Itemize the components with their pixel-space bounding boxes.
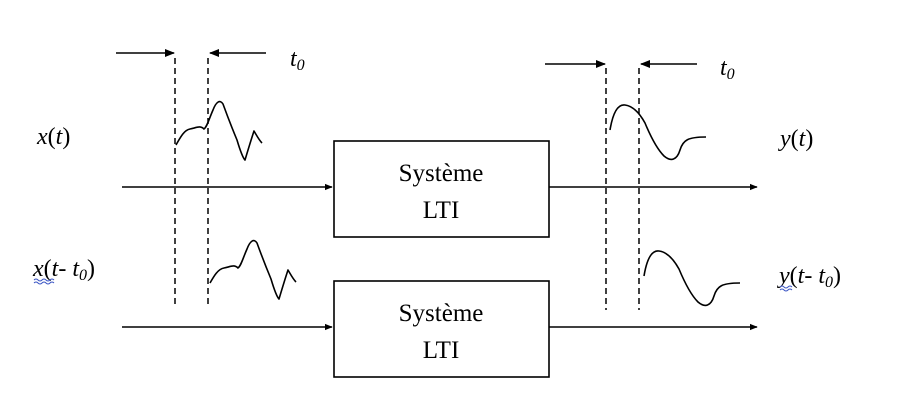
system-label-line2: LTI: [423, 337, 460, 364]
lti-system-box-top: Système LTI: [333, 140, 550, 238]
output-delay-label: t0: [720, 55, 735, 83]
system-label-line1: Système: [399, 160, 484, 187]
spellcheck-underline: [33, 278, 55, 282]
output-signal-label: y(t): [778, 126, 813, 152]
input-waveform: [175, 100, 263, 161]
lti-system-box-bottom: Système LTI: [333, 280, 550, 378]
spellcheck-underline: [779, 285, 793, 289]
spellcheck-underline: [779, 288, 793, 292]
output-delay-marker: t0: [545, 55, 735, 83]
system-label-line2: LTI: [423, 197, 460, 224]
input-delay-marker: t0: [116, 46, 305, 74]
input-delayed-waveform: [209, 239, 297, 300]
output-delayed-signal-label: y(t- t0): [777, 263, 841, 291]
input-delayed-signal-label: x(t- t0): [32, 256, 95, 284]
spellcheck-underline: [33, 281, 55, 285]
output-delayed-waveform: [643, 250, 741, 307]
system-label-line1: Système: [399, 300, 484, 327]
input-signal-label: x(t): [36, 124, 70, 150]
output-waveform: [609, 104, 707, 161]
input-delay-label: t0: [290, 46, 305, 74]
